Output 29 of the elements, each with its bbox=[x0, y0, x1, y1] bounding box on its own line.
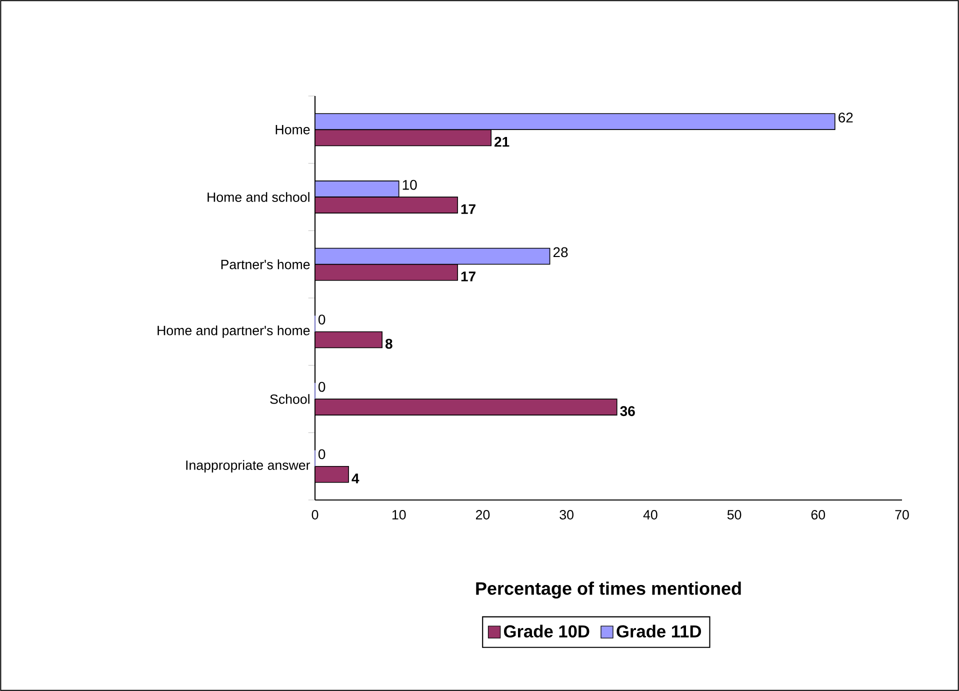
x-tick-label: 10 bbox=[392, 510, 406, 520]
data-label: 62 bbox=[838, 112, 853, 123]
data-label: 21 bbox=[494, 136, 510, 147]
x-tick-label: 60 bbox=[811, 510, 826, 520]
y-tick-label: Partner's home bbox=[221, 259, 310, 270]
data-label: 28 bbox=[553, 247, 568, 258]
legend-label: Grade 11D bbox=[616, 624, 702, 638]
x-tick-label: 50 bbox=[727, 510, 742, 520]
y-tick-label: School bbox=[270, 394, 310, 404]
y-tick-label: Home and school bbox=[208, 192, 310, 202]
y-tick-label: Inappropriate answer bbox=[186, 460, 310, 473]
y-tick-label: Home bbox=[276, 125, 310, 134]
x-tick-label: 20 bbox=[476, 510, 490, 520]
data-label: 4 bbox=[352, 474, 360, 484]
data-label: 0 bbox=[318, 382, 326, 392]
x-tick-label: 70 bbox=[895, 510, 909, 520]
data-label: 17 bbox=[461, 272, 476, 282]
x-tick-label: 30 bbox=[560, 510, 574, 520]
x-tick-label: 0 bbox=[312, 510, 318, 520]
y-tick-label: Home and partner's home bbox=[158, 325, 310, 338]
data-label: 0 bbox=[318, 314, 326, 325]
data-label: 17 bbox=[461, 204, 476, 214]
data-label: 36 bbox=[620, 406, 635, 416]
data-label: 8 bbox=[385, 338, 392, 349]
legend-label: Grade 10D bbox=[504, 624, 590, 638]
data-label: 0 bbox=[318, 449, 326, 460]
x-axis-title: Percentage of times mentioned bbox=[476, 582, 741, 599]
x-tick-label: 40 bbox=[643, 510, 658, 520]
data-label: 10 bbox=[402, 180, 417, 190]
